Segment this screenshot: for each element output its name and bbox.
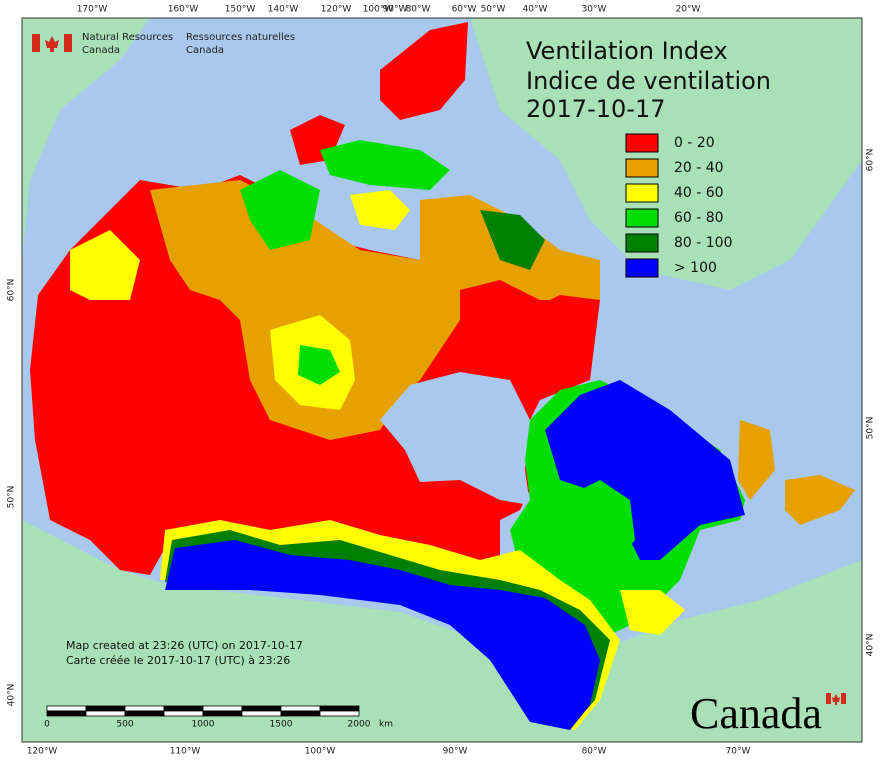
longitude-label: 170°W bbox=[77, 5, 108, 15]
zone-green bbox=[555, 480, 635, 570]
scale-segment bbox=[280, 710, 321, 717]
flag-bar bbox=[64, 34, 72, 52]
map-frame bbox=[21, 17, 863, 743]
title-date: 2017-10-17 bbox=[526, 95, 665, 123]
scale-segment bbox=[163, 705, 204, 712]
legend-swatch bbox=[625, 258, 659, 278]
scale-segment bbox=[124, 710, 165, 717]
flag-bar bbox=[841, 693, 846, 704]
longitude-label: 120°W bbox=[321, 5, 352, 15]
latitude-label: 50°N bbox=[866, 417, 876, 440]
agency-en: Natural Resources bbox=[82, 32, 173, 43]
land bbox=[22, 18, 150, 260]
scale-label: 500 bbox=[116, 720, 133, 730]
flag-bar bbox=[826, 693, 831, 704]
scale-segment bbox=[85, 705, 126, 712]
island bbox=[480, 210, 545, 270]
scale-label: 1500 bbox=[270, 720, 293, 730]
zone-blue bbox=[545, 380, 745, 560]
scale-segment bbox=[46, 710, 87, 717]
longitude-label: 90°W bbox=[443, 747, 468, 757]
island bbox=[350, 190, 410, 230]
island bbox=[240, 170, 320, 250]
legend-label: 60 - 80 bbox=[674, 210, 724, 226]
longitude-label: 50°W bbox=[481, 5, 506, 15]
scale-segment bbox=[124, 705, 165, 712]
scale-segment bbox=[319, 705, 360, 712]
wordmark: Canada bbox=[690, 689, 822, 738]
legend-swatch bbox=[625, 133, 659, 153]
scale-segment bbox=[319, 710, 360, 717]
legend-swatch bbox=[625, 233, 659, 253]
scale-segment bbox=[46, 705, 87, 712]
latitude-label: 60°N bbox=[866, 149, 876, 172]
zone-green bbox=[298, 345, 340, 385]
agency-fr: Ressources naturelles bbox=[186, 32, 295, 43]
longitude-label: 90°W bbox=[383, 5, 408, 15]
legend-label: 0 - 20 bbox=[674, 135, 715, 151]
legend-label: 20 - 40 bbox=[674, 160, 724, 176]
scale-segment bbox=[241, 705, 282, 712]
longitude-label: 120°W bbox=[27, 747, 58, 757]
maple-leaf bbox=[832, 694, 840, 705]
scale-segment bbox=[202, 710, 243, 717]
scale-label: 1000 bbox=[192, 720, 215, 730]
longitude-label: 100°W bbox=[305, 747, 336, 757]
hudson-bay bbox=[380, 372, 530, 505]
longitude-label: 30°W bbox=[582, 5, 607, 15]
agency-en: Canada bbox=[82, 45, 120, 56]
credit: Map created at 23:26 (UTC) on 2017-10-17 bbox=[66, 639, 303, 652]
longitude-label: 60°W bbox=[452, 5, 477, 15]
legend-swatch bbox=[625, 208, 659, 228]
scale-segment bbox=[241, 710, 282, 717]
credit: Carte créée le 2017-10-17 (UTC) à 23:26 bbox=[66, 654, 290, 667]
zone-yellow bbox=[620, 590, 685, 635]
scale-label: 0 bbox=[44, 720, 50, 730]
legend-swatch bbox=[625, 158, 659, 178]
longitude-label: 110°W bbox=[170, 747, 201, 757]
legend-label: > 100 bbox=[674, 260, 717, 276]
united-states bbox=[22, 520, 862, 742]
zone-orange bbox=[738, 420, 775, 500]
longitude-label: 40°W bbox=[523, 5, 548, 15]
scale-segment bbox=[202, 705, 243, 712]
flag-bar bbox=[32, 34, 40, 52]
longitude-label: 80°W bbox=[582, 747, 607, 757]
longitude-label: 70°W bbox=[726, 747, 751, 757]
agency-fr: Canada bbox=[186, 45, 224, 56]
longitude-label: 80°W bbox=[406, 5, 431, 15]
longitude-label: 160°W bbox=[168, 5, 199, 15]
latitude-label: 60°N bbox=[7, 279, 17, 302]
title: Indice de ventilation bbox=[526, 67, 771, 95]
greenland bbox=[470, 18, 862, 290]
zone-yellow bbox=[70, 230, 140, 300]
longitude-label: 140°W bbox=[268, 5, 299, 15]
latitude-label: 40°N bbox=[866, 634, 876, 657]
scale-label: 2000 bbox=[348, 720, 371, 730]
scale-segment bbox=[85, 710, 126, 717]
zone-blue bbox=[165, 540, 600, 730]
scale-unit: km bbox=[379, 720, 393, 730]
legend-label: 80 - 100 bbox=[674, 235, 733, 251]
scale-segment bbox=[163, 710, 204, 717]
map-area bbox=[22, 18, 862, 742]
maple-leaf bbox=[45, 36, 59, 52]
island bbox=[380, 22, 468, 120]
longitude-label: 150°W bbox=[225, 5, 256, 15]
title: Ventilation Index bbox=[526, 37, 728, 65]
longitude-label: 20°W bbox=[676, 5, 701, 15]
scale-segment bbox=[280, 705, 321, 712]
legend-label: 40 - 60 bbox=[674, 185, 724, 201]
island bbox=[510, 295, 600, 345]
latitude-label: 50°N bbox=[7, 486, 17, 509]
longitude-label: 100°W bbox=[363, 5, 394, 15]
latitude-label: 40°N bbox=[7, 684, 17, 707]
zone-orange bbox=[150, 180, 460, 440]
island bbox=[320, 140, 450, 190]
zone-orange bbox=[785, 475, 855, 525]
legend-swatch bbox=[625, 183, 659, 203]
